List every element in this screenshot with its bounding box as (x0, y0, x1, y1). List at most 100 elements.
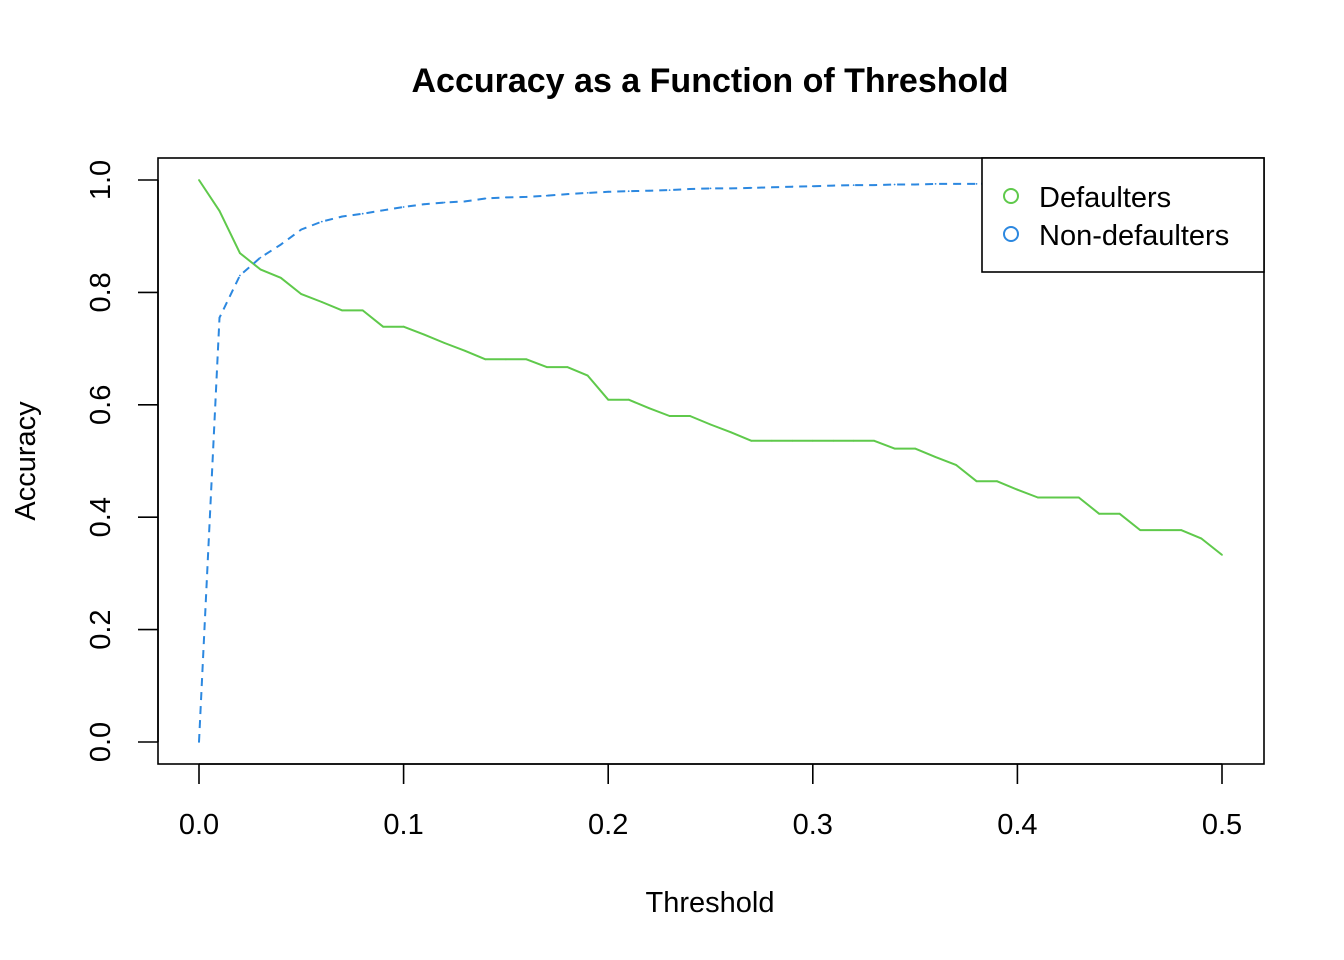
data-point-defaulters (443, 342, 446, 344)
data-point-defaulters (586, 374, 589, 377)
data-point-defaulters (341, 309, 344, 312)
data-point-non-defaulters (545, 194, 548, 197)
data-point-non-defaulters (627, 190, 630, 193)
x-tick-label: 0.1 (383, 809, 423, 841)
data-point-non-defaulters (320, 220, 323, 223)
data-point-defaulters (320, 301, 323, 303)
series-defaulters (198, 179, 1223, 556)
data-point-defaulters (1200, 537, 1203, 540)
data-point-defaulters (1037, 496, 1039, 499)
data-point-non-defaulters (852, 184, 855, 187)
data-point-non-defaulters (709, 187, 712, 190)
data-point-defaulters (648, 407, 650, 410)
data-point-non-defaulters (791, 185, 794, 188)
data-point-defaulters (852, 439, 855, 442)
data-point-defaulters (1057, 496, 1060, 499)
y-tick-label: 0.2 (85, 609, 117, 649)
y-axis: 0.0 0.2 0.4 0.6 0.8 1.0 (85, 160, 159, 762)
data-point-non-defaulters (218, 316, 221, 319)
data-point-non-defaulters (239, 274, 241, 277)
data-point-non-defaulters (525, 196, 528, 198)
y-tick-label: 0.8 (85, 272, 117, 312)
data-point-defaulters (627, 398, 630, 401)
data-point-non-defaulters (832, 184, 835, 187)
data-point-defaulters (1098, 512, 1101, 515)
legend-marker-non-defaulters (1003, 226, 1019, 242)
data-point-non-defaulters (484, 197, 487, 200)
data-point-non-defaulters (607, 190, 610, 193)
data-point-defaulters (914, 447, 916, 450)
data-point-defaulters (1180, 529, 1182, 531)
data-point-non-defaulters (423, 203, 425, 206)
x-tick-label: 0.0 (179, 809, 219, 841)
data-point-non-defaulters (689, 188, 691, 190)
data-point-defaulters (361, 309, 364, 312)
data-point-defaulters (239, 252, 241, 255)
y-tick-label: 0.4 (85, 497, 117, 537)
data-point-non-defaulters (975, 183, 978, 185)
data-point-defaulters (423, 333, 425, 336)
x-tick-label: 0.4 (997, 809, 1037, 841)
data-point-defaulters (934, 456, 937, 458)
legend-label-non-defaulters: Non-defaulters (1039, 220, 1229, 252)
data-point-non-defaulters (914, 183, 916, 186)
data-point-defaulters (791, 439, 794, 442)
data-point-non-defaulters (464, 200, 466, 203)
data-point-non-defaulters (505, 196, 507, 199)
data-point-non-defaulters (873, 184, 876, 187)
data-point-non-defaulters (300, 228, 303, 231)
data-point-non-defaulters (259, 256, 262, 259)
data-point-defaulters (811, 439, 814, 442)
data-point-defaulters (689, 415, 691, 417)
x-tick-label: 0.5 (1202, 809, 1242, 841)
legend-box (981, 157, 1265, 273)
data-point-defaulters (873, 439, 876, 442)
data-point-defaulters (300, 293, 303, 295)
y-tick-label: 0.6 (85, 385, 117, 425)
data-point-defaulters (750, 439, 753, 442)
data-point-non-defaulters (771, 186, 773, 189)
data-point-non-defaulters (955, 183, 957, 185)
data-point-non-defaulters (648, 189, 650, 192)
data-point-non-defaulters (279, 243, 282, 246)
data-point-defaulters (709, 423, 712, 426)
x-axis-label: Threshold (646, 887, 775, 919)
data-point-non-defaulters (361, 212, 364, 215)
data-point-non-defaulters (811, 185, 814, 188)
data-point-non-defaulters (750, 187, 753, 189)
data-point-defaulters (771, 439, 773, 442)
data-point-defaulters (525, 358, 528, 361)
x-axis: 0.0 0.1 0.2 0.3 0.4 0.5 (179, 763, 1242, 841)
data-point-defaulters (607, 398, 610, 401)
data-point-defaulters (1139, 529, 1142, 531)
data-point-defaulters (484, 358, 487, 361)
data-point-defaulters (1221, 554, 1223, 556)
data-point-non-defaulters (382, 209, 384, 212)
data-point-defaulters (668, 415, 671, 417)
data-point-non-defaulters (668, 189, 671, 192)
data-point-defaulters (1016, 488, 1019, 491)
chart-title: Accuracy as a Function of Threshold (411, 62, 1008, 100)
data-point-non-defaulters (443, 201, 446, 204)
data-point-defaulters (1159, 529, 1162, 531)
data-point-defaulters (1118, 512, 1121, 515)
data-point-defaulters (996, 480, 998, 483)
data-point-non-defaulters (730, 187, 732, 190)
data-point-non-defaulters (893, 183, 896, 186)
y-tick-label: 1.0 (85, 160, 117, 200)
data-point-defaulters (975, 480, 978, 483)
data-point-defaulters (382, 325, 384, 328)
legend: Defaulters Non-defaulters (981, 157, 1265, 273)
data-point-defaulters (279, 276, 282, 279)
x-tick-label: 0.3 (793, 809, 833, 841)
data-point-defaulters (464, 349, 466, 352)
data-point-non-defaulters (402, 206, 405, 208)
legend-label-defaulters: Defaulters (1039, 182, 1171, 214)
legend-marker-defaulters (1003, 188, 1019, 204)
data-point-defaulters (259, 268, 262, 271)
y-axis-label: Accuracy (10, 401, 42, 521)
data-point-non-defaulters (341, 215, 344, 218)
data-point-defaulters (730, 431, 732, 434)
data-point-non-defaulters (586, 192, 589, 194)
